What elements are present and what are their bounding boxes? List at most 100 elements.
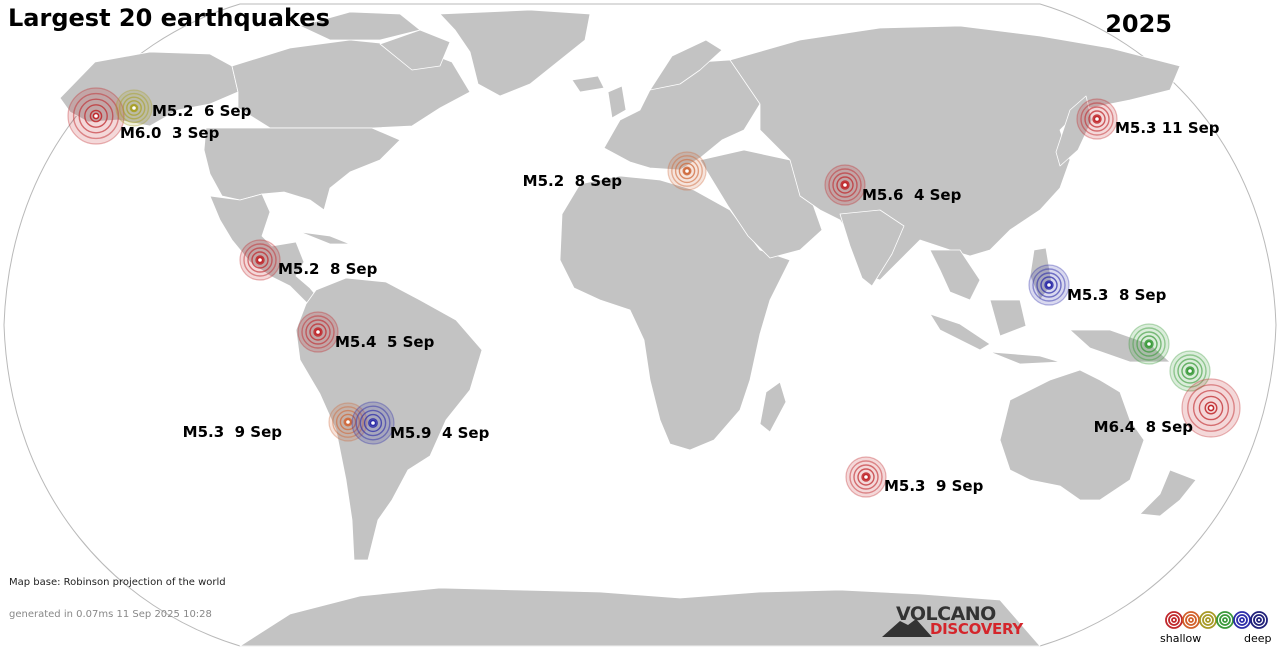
legend-ring-1 — [1188, 617, 1194, 623]
quake-epicenter — [841, 181, 849, 189]
quake-ring — [335, 409, 361, 435]
quake-epicenter — [369, 419, 377, 427]
logo-line-2: DISCOVERY — [930, 620, 1023, 638]
quake-ring — [828, 168, 862, 202]
quake-ring — [861, 472, 871, 482]
quake-label-bolivia-2: M5.9 4 Sep — [390, 424, 490, 442]
quake-marker-vanuatu[interactable] — [1181, 378, 1241, 438]
landmass-java — [989, 351, 1061, 365]
quake-marker-indian-ocean[interactable] — [845, 456, 887, 498]
quake-marker-bolivia-2[interactable] — [351, 401, 395, 445]
quake-ring — [1144, 339, 1154, 349]
quake-label-vanuatu: M6.4 8 Sep — [1094, 418, 1194, 436]
quake-epicenter — [1093, 115, 1101, 123]
landmass-australia — [999, 369, 1145, 501]
landmass-baffin — [379, 29, 451, 71]
quake-marker-alaska-2[interactable] — [115, 89, 153, 127]
quake-ring — [1044, 280, 1054, 290]
landmass-usa — [203, 127, 401, 211]
quake-label-afghanistan: M5.6 4 Sep — [862, 186, 962, 204]
legend-ring-4 — [1236, 614, 1248, 626]
quake-label-indian-ocean: M5.3 9 Sep — [884, 477, 984, 495]
legend-ring-1 — [1185, 614, 1197, 626]
landmass-iceland — [571, 75, 605, 93]
legend-ring-5 — [1256, 617, 1262, 623]
quake-ring — [1169, 350, 1211, 392]
depth-legend: shallow deep — [1160, 608, 1272, 648]
quake-marker-peru[interactable] — [297, 311, 339, 353]
quake-ring — [1132, 327, 1166, 361]
landmass-borneo — [989, 299, 1027, 337]
quake-ring — [251, 251, 269, 269]
quake-epicenter — [130, 104, 138, 112]
quake-label-alaska-1: M6.0 3 Sep — [120, 124, 220, 142]
quake-ring — [313, 327, 323, 337]
quake-ring — [674, 158, 700, 184]
landmass-sumatra — [929, 313, 991, 351]
quake-epicenter — [862, 473, 870, 481]
quake-label-japan: M5.3 11 Sep — [1115, 119, 1220, 137]
quake-ring — [339, 413, 357, 431]
legend-ring-0 — [1171, 617, 1177, 623]
map-year: 2025 — [1105, 10, 1172, 38]
earthquake-markers: M6.0 3 Sep M5.2 6 Sep M5.3 11 Sep M5.2 8 Se… — [67, 87, 1241, 498]
landmass-south-america — [295, 277, 483, 561]
quake-ring — [1040, 276, 1058, 294]
quake-label-greece: M5.2 8 Sep — [523, 172, 623, 190]
legend-ring-4 — [1239, 617, 1245, 623]
quake-label-philippines: M5.3 8 Sep — [1067, 286, 1167, 304]
quake-ring — [351, 401, 395, 445]
quake-ring — [328, 402, 368, 442]
quake-ring — [1136, 331, 1162, 357]
quake-ring — [1028, 264, 1070, 306]
landmass-new-guinea — [1069, 329, 1171, 363]
quake-ring — [297, 311, 339, 353]
legend-ring-3 — [1222, 617, 1228, 623]
quake-ring — [332, 406, 364, 438]
landmass-uk — [607, 85, 627, 119]
quake-marker-png-1[interactable] — [1128, 323, 1170, 365]
quake-ring — [857, 468, 875, 486]
quake-ring — [678, 162, 696, 180]
quake-ring — [840, 180, 850, 190]
quake-marker-png-2[interactable] — [1169, 350, 1211, 392]
quake-ring — [1080, 102, 1114, 136]
quake-ring — [1088, 110, 1106, 128]
logo-line-1: VOLCANO — [896, 603, 996, 625]
legend-ring-1 — [1182, 611, 1200, 629]
quake-marker-greece[interactable] — [667, 151, 707, 191]
legend-ring-3 — [1219, 614, 1231, 626]
quake-marker-bolivia-1[interactable] — [328, 402, 368, 442]
quake-marker-japan[interactable] — [1076, 98, 1118, 140]
quake-ring — [115, 89, 153, 127]
depth-legend-scale — [1165, 611, 1268, 629]
quake-marker-alaska-1[interactable] — [67, 87, 125, 145]
quake-ring — [72, 92, 120, 140]
quake-ring — [78, 98, 114, 134]
quake-epicenter — [1207, 404, 1215, 412]
quake-epicenter — [1186, 367, 1194, 375]
quake-ring — [255, 255, 265, 265]
quake-ring — [355, 405, 391, 441]
quake-marker-philippines[interactable] — [1028, 264, 1070, 306]
map-title: Largest 20 earthquakes — [8, 4, 330, 32]
volcano-discovery-logo[interactable]: VOLCANO DISCOVERY — [882, 603, 1032, 639]
quake-ring — [122, 96, 146, 120]
legend-ring-0 — [1165, 611, 1183, 629]
quake-ring — [67, 87, 125, 145]
quake-ring — [1173, 354, 1207, 388]
quake-ring — [824, 164, 866, 206]
quake-epicenter — [256, 256, 264, 264]
legend-ring-4 — [1233, 611, 1251, 629]
quake-marker-afghanistan[interactable] — [824, 164, 866, 206]
landmass-antarctica — [239, 587, 1041, 647]
quake-label-alaska-2: M5.2 6 Sep — [152, 102, 252, 120]
quake-label-peru: M5.4 5 Sep — [335, 333, 435, 351]
landmass-alaska — [59, 51, 239, 127]
volcano-logo-icon — [882, 619, 932, 637]
quake-marker-mexico[interactable] — [239, 239, 281, 281]
legend-ring-5 — [1253, 614, 1265, 626]
legend-ring-2 — [1199, 611, 1217, 629]
quake-ring — [368, 418, 378, 428]
